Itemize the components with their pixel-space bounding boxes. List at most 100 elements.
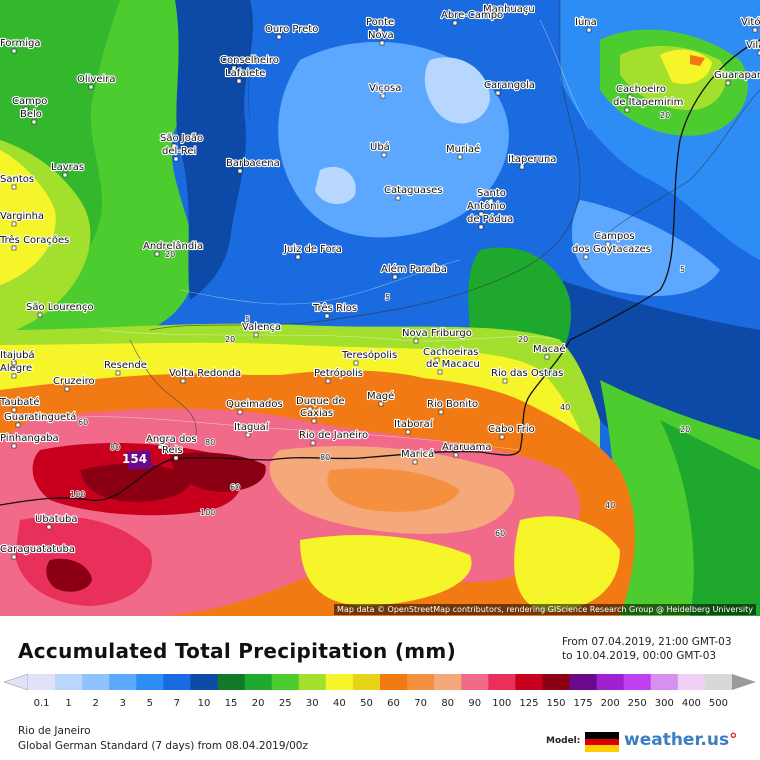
contour-label: 80: [110, 443, 120, 452]
max-value-label: 154: [122, 452, 147, 466]
svg-text:Carangola: Carangola: [484, 80, 535, 91]
svg-text:Lavras: Lavras: [51, 162, 84, 173]
city-itaperuna: Itaperuna: [507, 153, 558, 170]
region-name: Rio de Janeiro: [18, 725, 91, 737]
svg-text:Reis: Reis: [162, 445, 183, 456]
city-angra-dos: Angra dos: [145, 433, 198, 450]
svg-text:Guaratinguetá: Guaratinguetá: [4, 411, 76, 423]
colorbar-tick-label: 300: [654, 698, 674, 709]
colorbar-tick-label: 90: [468, 698, 482, 709]
svg-text:Macaé: Macaé: [533, 343, 566, 355]
svg-text:Vila Velha: Vila Velha: [746, 40, 760, 51]
colorbar-bin-90: [461, 674, 489, 690]
city-de-macacu: de Macacu: [425, 358, 481, 375]
colorbar-tick-label: 125: [519, 698, 539, 709]
contour-label: 40: [560, 403, 570, 412]
colorbar-tick-label: 175: [573, 698, 593, 709]
svg-text:Angra dos: Angra dos: [146, 434, 197, 445]
city-vi-osa: Viçosa: [368, 82, 402, 99]
svg-text:Resende: Resende: [104, 360, 147, 371]
svg-text:Itaguaí: Itaguaí: [234, 421, 270, 433]
svg-text:Lafaiete: Lafaiete: [225, 68, 265, 79]
svg-text:Valença: Valença: [242, 322, 281, 333]
city-santos: Santos: [0, 173, 35, 190]
svg-text:Belo: Belo: [20, 109, 42, 120]
city-cruzeiro: Cruzeiro: [52, 375, 96, 392]
city-juiz-de-fora: Juiz de Fora: [282, 243, 343, 260]
svg-text:Maricá: Maricá: [401, 448, 434, 460]
model-description: Global German Standard (7 days) from 08.…: [18, 740, 308, 752]
svg-text:Campos: Campos: [594, 231, 635, 242]
svg-text:São João: São João: [160, 133, 203, 144]
colorbar-bin-100: [488, 674, 516, 690]
svg-text:Duque de: Duque de: [296, 396, 345, 407]
city-dos-goytacazes: dos Goytacazes: [571, 243, 652, 260]
city-nova-friburgo: Nova Friburgo: [401, 327, 473, 344]
colorbar-tick-label: 10: [197, 698, 211, 709]
city-alegre: Alegre: [0, 362, 33, 379]
city-al-m-para-ba: Além Paraíba: [380, 262, 448, 280]
city-tr-s-cora-es: Três Corações: [0, 233, 70, 251]
colorbar-tick-label: 80: [441, 698, 455, 709]
svg-text:Varginha: Varginha: [0, 211, 44, 222]
brand-logo[interactable]: weather.us°: [624, 730, 738, 750]
map-attribution: Map data © OpenStreetMap contributors, r…: [334, 604, 756, 615]
contour-label: 5: [385, 293, 390, 302]
colorbar-bin-7: [163, 674, 191, 690]
legend-panel: Accumulated Total Precipitation (mm) Fro…: [0, 616, 760, 760]
germany-flag-icon: [585, 732, 619, 752]
svg-text:Campo: Campo: [12, 96, 47, 107]
city-maca-: Macaé: [532, 342, 567, 360]
svg-text:Juiz de Fora: Juiz de Fora: [283, 244, 342, 255]
period-from: From 07.04.2019, 21:00 GMT-03: [562, 636, 732, 648]
contour-label: 20: [165, 250, 175, 259]
city-ubatuba: Ubatuba: [34, 513, 79, 530]
svg-text:Conselheiro: Conselheiro: [220, 55, 279, 66]
city-campos: Campos: [593, 230, 636, 247]
svg-text:Ubá: Ubá: [370, 141, 390, 153]
contour-label: 100: [70, 490, 85, 499]
chart-title: Accumulated Total Precipitation (mm): [18, 639, 457, 663]
svg-text:Alegre: Alegre: [0, 363, 32, 374]
model-label: Model:: [546, 736, 581, 746]
city-duque-de: Duque de: [295, 395, 346, 412]
precipitation-map[interactable]: Manhuaçu Abre-Campo Ponte Nova Ouro Preto Iún…: [0, 0, 760, 616]
svg-text:Queimados: Queimados: [226, 399, 283, 410]
svg-text:Abre-Campo: Abre-Campo: [441, 10, 503, 21]
colorbar-tick-label: 30: [305, 698, 319, 709]
svg-text:Formiga: Formiga: [0, 38, 40, 49]
svg-text:Além Paraíba: Além Paraíba: [381, 263, 447, 275]
svg-text:Três Corações: Três Corações: [0, 234, 69, 246]
colorbar-bin-200: [596, 674, 625, 690]
colorbar-tick-label: 25: [278, 698, 292, 709]
contour-label: 20: [680, 425, 690, 434]
city-barbacena: Barbacena: [225, 157, 281, 174]
colorbar-tick-label: 60: [387, 698, 400, 709]
svg-text:Volta Redonda: Volta Redonda: [169, 368, 241, 379]
city-rio-das-ostras: Rio das Ostras: [490, 367, 564, 384]
svg-text:Barbacena: Barbacena: [226, 158, 280, 169]
svg-text:Iúna: Iúna: [575, 16, 597, 28]
city-maric-: Maricá: [400, 447, 435, 465]
colorbar-tick-label: 250: [627, 698, 647, 709]
svg-text:Rio Bonito: Rio Bonito: [427, 399, 478, 410]
city-i-na: Iúna: [574, 15, 598, 33]
colorbar-tick-label: 40: [333, 698, 346, 709]
colorbar-tick-label: 0.1: [33, 698, 50, 709]
svg-text:Antônio: Antônio: [467, 200, 505, 212]
city-s-o-jo-o: São João: [159, 132, 204, 149]
colorbar-bin-70: [407, 674, 435, 690]
contour-label: 20: [225, 335, 235, 344]
city-itabora-: Itaboraí: [393, 417, 435, 435]
colorbar-tick-label: 500: [708, 698, 728, 709]
svg-text:Rio das Ostras: Rio das Ostras: [491, 368, 563, 379]
colorbar-bin-300: [650, 674, 679, 690]
svg-text:Cachoeiras: Cachoeiras: [423, 347, 478, 358]
colorbar-bin-500: [704, 674, 733, 690]
colorbar-tick-label: 70: [414, 698, 427, 709]
colorbar-tick-label: 20: [251, 698, 265, 709]
city-rio-bonito: Rio Bonito: [426, 398, 479, 415]
city-varginha: Varginha: [0, 210, 45, 227]
color-scale-bar: [3, 673, 756, 691]
colorbar-bin-250: [623, 674, 652, 690]
